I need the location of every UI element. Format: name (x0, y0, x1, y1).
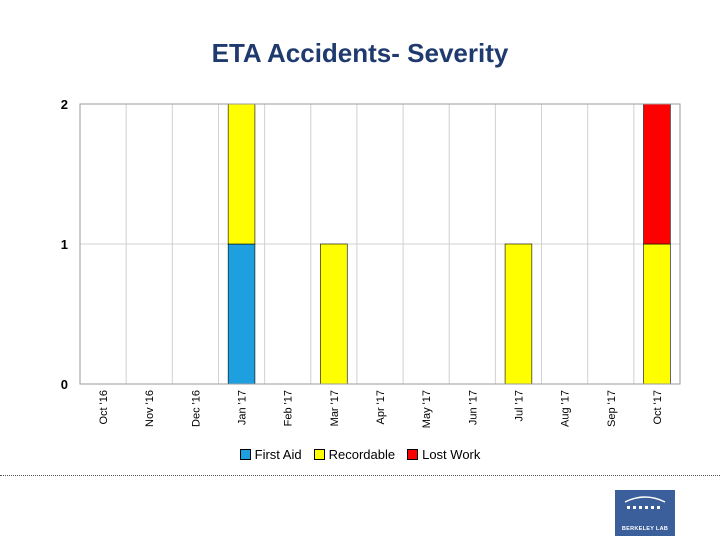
gridlines (80, 103, 680, 385)
x-tick-label: Oct '17 (652, 390, 664, 425)
y-axis-ticks: 0 1 2 (61, 97, 68, 392)
bars (227, 103, 671, 385)
bar-recordable (320, 243, 348, 385)
legend-swatch (239, 449, 251, 460)
chart-title: ETA Accidents- Severity (211, 38, 509, 68)
x-tick-label: Dec '16 (190, 390, 202, 427)
footer-divider (0, 475, 720, 476)
logo-text: BERKELEY LAB (621, 526, 669, 532)
legend-item-recordable: Recordable (313, 447, 396, 462)
y-tick-label: 0 (61, 377, 68, 392)
legend-swatch (313, 449, 325, 460)
x-tick-label: Feb '17 (283, 390, 295, 426)
legend-swatch (407, 449, 419, 460)
legend-label: Recordable (328, 447, 396, 462)
bar-recordable (643, 243, 671, 385)
x-tick-label: Apr '17 (375, 390, 387, 425)
legend-item-first-aid: First Aid (239, 447, 302, 462)
bar-recordable (227, 103, 256, 245)
x-tick-label: Jan '17 (237, 390, 249, 425)
x-tick-label: Sep '17 (606, 390, 618, 427)
x-tick-label: Mar '17 (329, 390, 341, 426)
x-tick-label: Nov '16 (144, 390, 156, 427)
bar-first-aid (227, 243, 256, 385)
berkeley-lab-logo: BERKELEY LAB (615, 490, 675, 536)
x-tick-label: May '17 (421, 390, 433, 428)
x-tick-label: Aug '17 (560, 390, 572, 427)
legend: First Aid Recordable Lost Work (0, 447, 720, 462)
y-tick-label: 1 (61, 237, 68, 252)
logo-icon (624, 496, 666, 509)
legend-label: First Aid (254, 447, 302, 462)
x-tick-label: Oct '16 (98, 390, 110, 425)
x-axis-ticks: Oct '16 Nov '16 Dec '16 Jan '17 Feb '17 Mar '… (98, 390, 664, 428)
legend-label: Lost Work (422, 447, 481, 462)
bar-lost-work (643, 103, 671, 245)
legend-item-lost-work: Lost Work (407, 447, 480, 462)
y-tick-label: 2 (61, 97, 68, 112)
x-tick-label: Jun '17 (467, 390, 479, 425)
plot-area-border (79, 103, 681, 385)
bar-recordable (504, 243, 533, 385)
x-tick-label: Jul '17 (513, 390, 525, 421)
